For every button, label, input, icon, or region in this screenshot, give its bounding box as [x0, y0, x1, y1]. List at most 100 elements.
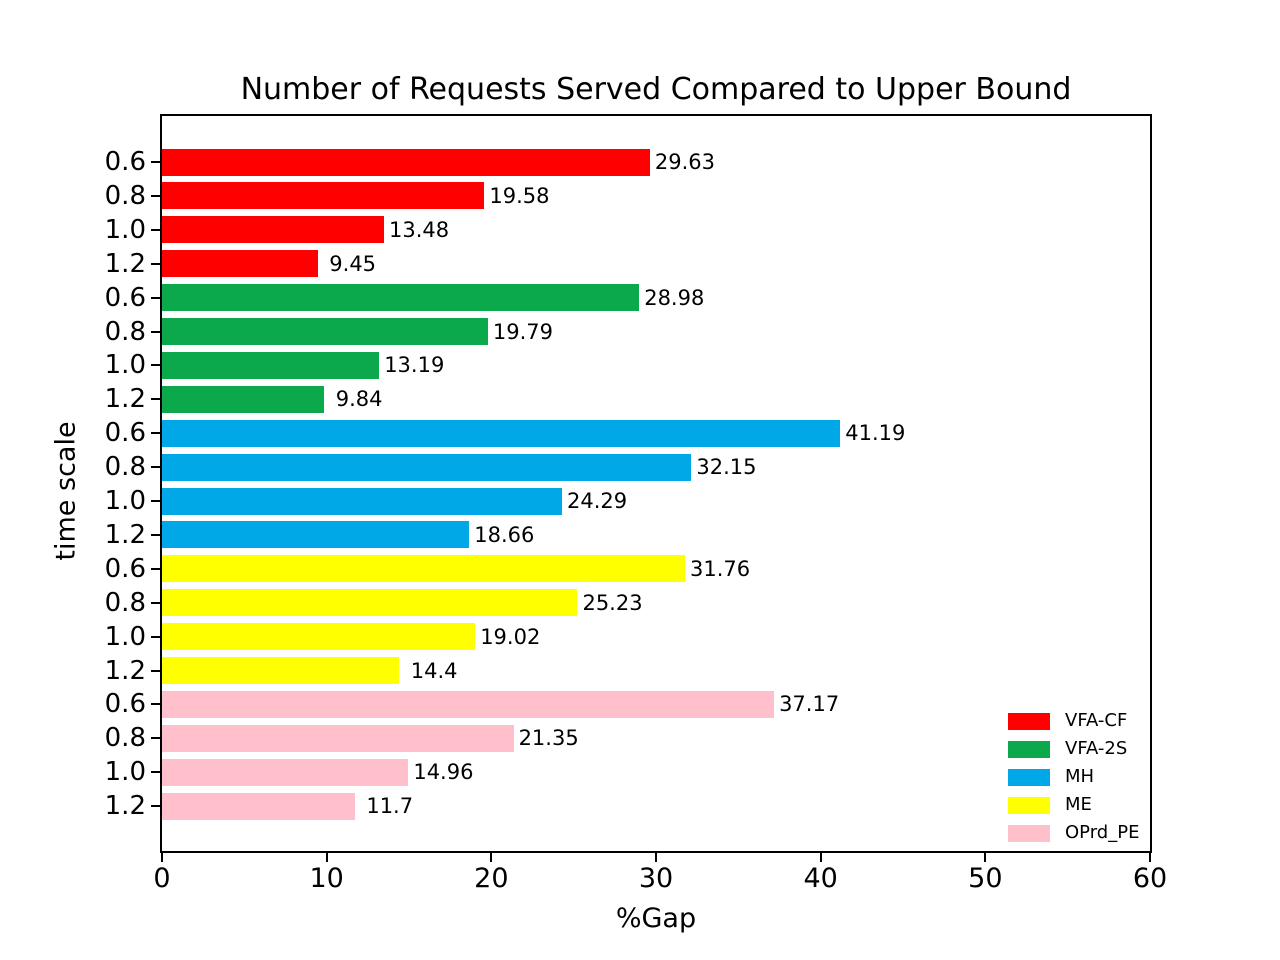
- bar-value-label: 25.23: [582, 590, 643, 615]
- legend-swatch-icon: [1008, 712, 1050, 730]
- bar-value-label: 14.4: [404, 658, 458, 683]
- ytick-label: 0.6: [104, 418, 146, 449]
- ytick-mark: [151, 161, 160, 163]
- legend-swatch-icon: [1008, 824, 1050, 842]
- bar: [162, 419, 841, 447]
- ytick-label: 1.2: [104, 791, 146, 822]
- y-axis-label: time scale: [50, 421, 82, 561]
- legend-row: VFA-CF: [1008, 707, 1139, 735]
- bar-value-label: 24.29: [566, 489, 628, 513]
- legend: VFA-CF VFA-2S MH ME OPrd_PE: [1008, 707, 1139, 847]
- legend-swatch-icon: [1008, 740, 1050, 758]
- plot-area: 29.63 0.6 19.58 0.8 13.48 1.0 9.45 1.2 28.98 0.6…: [105, 114, 1167, 892]
- bar: [162, 148, 650, 176]
- xtick-label: 60: [1132, 863, 1168, 894]
- legend-row: OPrd_PE: [1008, 819, 1139, 847]
- bar-value-label: 32.15: [696, 455, 757, 480]
- ytick-label: 0.8: [104, 180, 146, 211]
- ytick-mark: [151, 194, 160, 197]
- bar: [162, 487, 562, 515]
- legend-label: VFA-CF: [1065, 710, 1128, 731]
- ytick-mark: [151, 330, 160, 333]
- bar-value-label: 9.84: [329, 387, 383, 412]
- ytick-mark: [151, 703, 160, 706]
- ytick-mark: [151, 296, 160, 299]
- legend-label: MH: [1065, 766, 1095, 787]
- ytick-mark: [151, 432, 160, 435]
- legend-label: ME: [1065, 794, 1092, 815]
- bar: [162, 758, 409, 786]
- legend-row: MH: [1008, 763, 1139, 791]
- ytick-mark: [151, 601, 160, 604]
- bar-value-label: 19.79: [492, 319, 553, 344]
- bar: [162, 250, 318, 278]
- ytick-mark: [151, 228, 160, 231]
- bar-value-label: 21.35: [518, 726, 579, 751]
- chart-title: Number of Requests Served Compared to Up…: [240, 72, 1072, 107]
- ytick-label: 1.0: [104, 350, 146, 381]
- legend-row: VFA-2S: [1008, 735, 1139, 763]
- bar-value-label: 41.19: [845, 421, 906, 446]
- xtick-label: 10: [309, 863, 344, 894]
- bar: [162, 690, 775, 718]
- bar-value-label: 9.45: [322, 251, 377, 276]
- bar-value-label: 19.58: [489, 183, 550, 208]
- bar-value-label: 13.19: [384, 353, 445, 378]
- bar-value-label: 13.48: [388, 217, 450, 242]
- bar: [162, 318, 488, 345]
- legend-label: OPrd_PE: [1065, 822, 1140, 843]
- ytick-mark: [151, 466, 160, 469]
- ytick-label: 1.2: [104, 384, 146, 415]
- ytick-mark: [151, 262, 160, 265]
- bar: [162, 521, 470, 549]
- bar: [162, 657, 400, 684]
- xtick-label: 0: [153, 863, 171, 894]
- bar: [162, 792, 355, 820]
- ytick-mark: [151, 364, 160, 367]
- legend-label: VFA-2S: [1065, 738, 1128, 759]
- ytick-label: 1.2: [104, 655, 146, 686]
- xtick-label: 30: [638, 863, 674, 894]
- xtick-label: 20: [474, 863, 509, 894]
- ytick-label: 0.8: [104, 316, 146, 347]
- ytick-label: 1.0: [104, 214, 146, 245]
- bar-value-label: 11.7: [359, 794, 414, 819]
- ytick-mark: [151, 398, 160, 401]
- bar: [162, 284, 640, 312]
- bar: [162, 623, 476, 651]
- ytick-mark: [151, 500, 160, 502]
- legend-row: ME: [1008, 791, 1139, 819]
- ytick-label: 0.8: [104, 723, 146, 754]
- ytick-label: 0.6: [104, 689, 146, 720]
- bar: [162, 351, 380, 379]
- bar-value-label: 29.63: [654, 150, 716, 174]
- ytick-mark: [151, 567, 160, 570]
- bar: [162, 589, 578, 617]
- xtick-label: 40: [803, 863, 838, 894]
- bar: [162, 385, 325, 413]
- ytick-label: 0.6: [104, 553, 146, 584]
- ytick-label: 1.0: [104, 621, 146, 652]
- xtick-mark: [819, 853, 822, 862]
- xtick-mark: [655, 853, 657, 862]
- ytick-label: 0.6: [104, 147, 146, 177]
- ytick-label: 1.2: [104, 519, 146, 550]
- legend-swatch-icon: [1008, 796, 1050, 814]
- ytick-label: 1.0: [104, 757, 146, 788]
- bar-value-label: 31.76: [689, 556, 751, 581]
- legend-swatch-icon: [1008, 768, 1050, 786]
- bar: [162, 555, 685, 583]
- ytick-mark: [151, 805, 160, 808]
- bar: [162, 453, 692, 481]
- ytick-label: 1.2: [104, 248, 146, 279]
- bar-value-label: 28.98: [644, 285, 705, 310]
- ytick-mark: [151, 737, 160, 740]
- ytick-label: 0.8: [104, 452, 146, 483]
- bar-value-label: 37.17: [779, 692, 840, 717]
- ytick-mark: [151, 669, 160, 672]
- bar: [162, 216, 384, 244]
- xtick-mark: [1149, 853, 1151, 862]
- ytick-mark: [151, 771, 160, 774]
- xtick-label: 50: [968, 863, 1003, 894]
